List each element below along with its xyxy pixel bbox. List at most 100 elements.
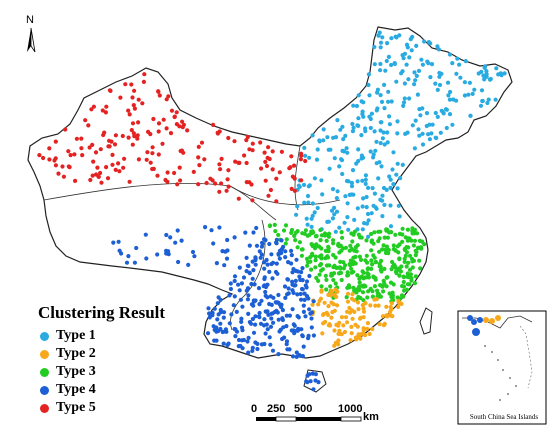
- station-point: [269, 316, 274, 321]
- station-point: [256, 286, 262, 291]
- station-point: [119, 251, 124, 256]
- station-point: [405, 130, 410, 135]
- station-point: [272, 222, 277, 227]
- station-point: [365, 211, 371, 217]
- station-point: [245, 263, 250, 268]
- station-point: [279, 238, 284, 243]
- station-point: [349, 270, 354, 275]
- station-point: [257, 249, 262, 254]
- station-point: [213, 181, 218, 186]
- station-point: [250, 316, 255, 322]
- station-point: [243, 230, 248, 235]
- station-point: [435, 87, 440, 92]
- station-point: [282, 335, 287, 340]
- station-point: [332, 263, 337, 268]
- station-point: [352, 298, 357, 303]
- station-point: [297, 274, 302, 279]
- station-point: [360, 204, 365, 209]
- station-point: [211, 324, 216, 329]
- station-point: [214, 338, 219, 343]
- station-point: [221, 341, 226, 346]
- station-point: [326, 147, 331, 152]
- station-point: [369, 111, 374, 116]
- station-point: [190, 249, 196, 255]
- station-point: [372, 255, 377, 260]
- station-point: [414, 73, 419, 78]
- station-point: [401, 100, 407, 105]
- station-point: [151, 116, 156, 122]
- station-point: [399, 71, 404, 76]
- station-point: [412, 82, 417, 87]
- station-point: [332, 328, 337, 333]
- station-point: [326, 244, 331, 249]
- station-point: [356, 116, 361, 121]
- station-point: [250, 141, 255, 146]
- station-point: [322, 300, 327, 305]
- station-point: [319, 233, 324, 238]
- station-point: [98, 147, 103, 152]
- station-point: [217, 162, 222, 167]
- station-point: [319, 256, 324, 261]
- station-point: [116, 239, 121, 244]
- station-point: [134, 245, 139, 251]
- station-point: [376, 239, 381, 244]
- station-point: [484, 69, 489, 74]
- station-point: [169, 108, 175, 113]
- station-point: [389, 267, 394, 272]
- station-point: [349, 324, 354, 329]
- station-point: [373, 148, 378, 153]
- station-point: [262, 150, 267, 155]
- station-point: [197, 163, 202, 168]
- station-point: [347, 305, 352, 311]
- station-point: [454, 71, 459, 76]
- station-point: [319, 253, 324, 258]
- station-point: [352, 229, 357, 234]
- station-point: [360, 227, 365, 232]
- station-point: [402, 259, 407, 264]
- station-point: [397, 214, 402, 219]
- station-point: [266, 145, 271, 150]
- station-point: [400, 226, 405, 231]
- station-point: [116, 161, 121, 166]
- station-point: [196, 155, 201, 160]
- station-point: [217, 189, 222, 194]
- station-point: [472, 87, 477, 92]
- station-point: [393, 269, 399, 274]
- station-point: [331, 238, 336, 243]
- station-point: [273, 300, 278, 305]
- station-point: [262, 283, 267, 288]
- station-point: [313, 372, 318, 377]
- station-point: [350, 129, 355, 134]
- station-point: [285, 277, 290, 282]
- station-point: [417, 258, 422, 263]
- station-point: [250, 348, 255, 353]
- station-point: [300, 266, 305, 271]
- station-point: [457, 62, 462, 67]
- station-point: [356, 123, 361, 128]
- station-point: [354, 103, 359, 109]
- station-point: [370, 327, 375, 332]
- station-point: [262, 266, 267, 271]
- station-point: [304, 216, 309, 221]
- station-point: [290, 307, 295, 312]
- station-point: [175, 182, 180, 187]
- station-point: [270, 167, 275, 172]
- station-point: [306, 296, 311, 301]
- station-point: [384, 227, 389, 232]
- station-point: [285, 347, 290, 352]
- station-point: [412, 146, 417, 151]
- station-point: [322, 233, 328, 238]
- station-point: [356, 147, 361, 152]
- station-point: [268, 324, 274, 329]
- station-point: [372, 129, 377, 134]
- station-point: [366, 185, 371, 190]
- station-point: [144, 256, 149, 261]
- station-point: [367, 93, 372, 98]
- station-point: [378, 45, 383, 50]
- station-point: [390, 290, 395, 295]
- station-point: [155, 252, 160, 257]
- station-point: [312, 176, 317, 181]
- station-point: [148, 160, 153, 165]
- station-point: [237, 265, 242, 270]
- station-point: [401, 284, 407, 289]
